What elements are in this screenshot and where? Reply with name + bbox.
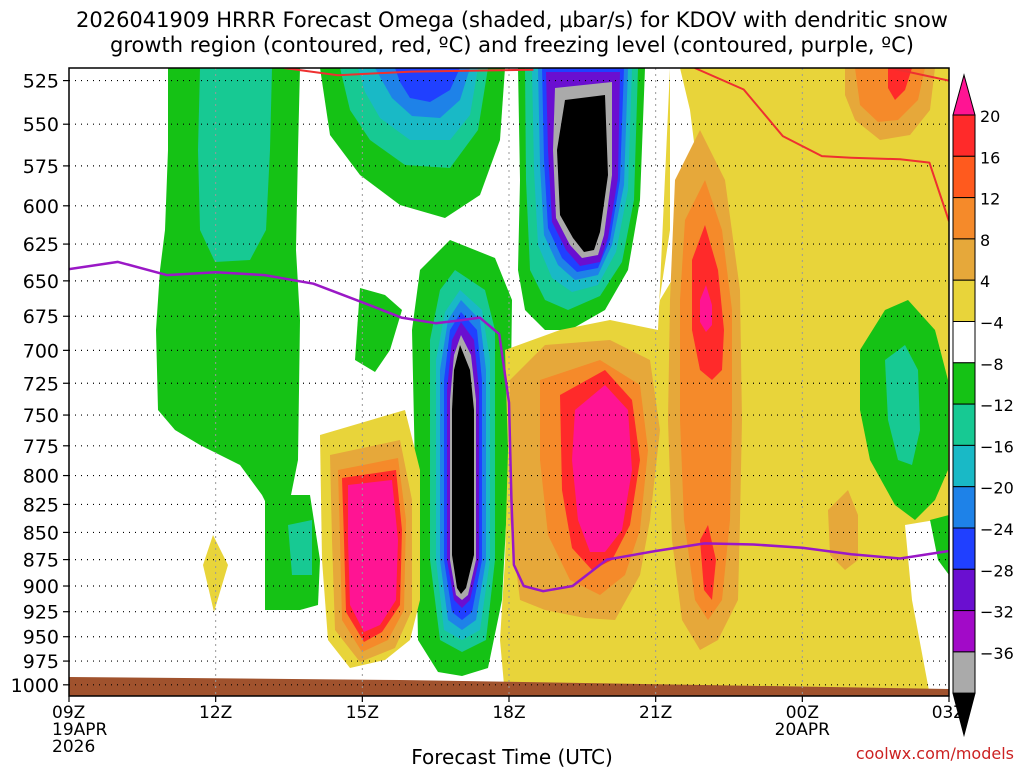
colorbar-label: 8 — [980, 231, 990, 250]
y-tick-label: 775 — [23, 436, 59, 458]
y-tick-label: 800 — [23, 466, 59, 488]
colorbar-segment — [952, 321, 976, 364]
omega-region-neg12-lower — [288, 520, 312, 575]
omega-region-neg8-lowright-redraw — [930, 515, 949, 575]
y-axis: 525 550 575 600 625 650 675 700 725 750 775 800 825 8… — [11, 71, 69, 697]
colorbar-segment — [952, 238, 976, 281]
omega-region-neg12-left — [198, 68, 272, 262]
y-tick-label: 625 — [23, 234, 59, 256]
y-tick-label: 575 — [23, 156, 59, 178]
colorbar-label: −12 — [980, 396, 1014, 415]
colorbar-label: −8 — [980, 355, 1004, 374]
x-tick-label: 09Z — [52, 703, 85, 723]
dgz-contour-lower — [694, 68, 949, 222]
y-tick-label: 925 — [23, 602, 59, 624]
freezing-level-contour — [69, 260, 949, 593]
grid-lines — [69, 68, 949, 696]
colorbar-label: 20 — [980, 107, 1000, 126]
colorbar-segment — [952, 114, 976, 157]
plot-area — [69, 68, 949, 696]
colorbar-segment — [952, 279, 976, 323]
dgz-contour-upper — [283, 68, 534, 77]
x-axis-title: Forecast Time (UTC) — [411, 745, 613, 769]
colorbar-label: −20 — [980, 479, 1014, 498]
colorbar-segment — [952, 527, 976, 570]
x-tick-label: 18Z — [492, 703, 525, 723]
y-tick-label: 675 — [23, 306, 59, 328]
colorbar-label: −24 — [980, 520, 1014, 539]
omega-region-pos20-21z — [700, 285, 712, 332]
colorbar-segment — [952, 403, 976, 446]
omega-region-neg24-top — [395, 68, 460, 102]
colorbar-segment — [952, 568, 976, 612]
y-tick-label: 750 — [23, 405, 59, 427]
dgz-contour-topright — [890, 68, 949, 82]
y-tick-label: 600 — [23, 196, 59, 218]
y-tick-label: 700 — [23, 340, 59, 362]
colorbar-label: −28 — [980, 561, 1014, 580]
colorbar-label: −32 — [980, 603, 1014, 622]
chart-title-line2: growth region (contoured, red, ºC) and f… — [110, 33, 914, 57]
source-credit: coolwx.com/models — [855, 744, 1014, 763]
colorbar-segment — [952, 610, 976, 653]
colorbar-segment — [952, 362, 976, 405]
y-tick-label: 900 — [23, 576, 59, 598]
omega-region-pos16-upright — [888, 68, 912, 100]
colorbar-segment — [952, 197, 976, 240]
omega-region-white-lowright — [905, 520, 949, 696]
colorbar-segment — [952, 651, 976, 694]
colorbar-segment — [952, 155, 976, 199]
colorbar-label: −16 — [980, 437, 1014, 456]
omega-region-pos8-lowright — [828, 490, 858, 570]
y-tick-label: 850 — [23, 522, 59, 544]
y-tick-label: 825 — [23, 494, 59, 516]
colorbar-label: 12 — [980, 190, 1000, 209]
omega-region-neg8-mid — [355, 288, 402, 372]
y-tick-label: 525 — [23, 71, 59, 93]
y-tick-label: 650 — [23, 271, 59, 293]
colorbar-label: 4 — [980, 272, 990, 291]
omega-region-neg36-20z — [557, 95, 608, 252]
x-tick-label: 15Z — [346, 703, 379, 723]
y-tick-label: 1000 — [11, 675, 59, 697]
x-tick-sublabel: 2026 — [52, 737, 95, 757]
contour-lines — [69, 68, 949, 593]
x-tick-label: 21Z — [639, 703, 672, 723]
y-tick-label: 550 — [23, 114, 59, 136]
y-tick-label: 950 — [23, 627, 59, 649]
x-tick-sublabel: 20APR — [775, 720, 831, 740]
colorbar-segment — [952, 444, 976, 488]
colorbar-label: 16 — [980, 148, 1000, 167]
colorbar-top-triangle — [952, 73, 976, 116]
chart-title-line1: 2026041909 HRRR Forecast Omega (shaded, … — [75, 8, 948, 32]
y-tick-label: 725 — [23, 373, 59, 395]
colorbar: 20 16 12 8 4 −4 −8 −12 −16 −20 −24 −28 −32 −36 — [952, 73, 1014, 738]
x-tick-label: 00Z — [786, 703, 819, 723]
omega-region-neg36-18z — [452, 345, 474, 594]
omega-region-neg12-right-redraw — [885, 345, 920, 465]
colorbar-label: −4 — [980, 314, 1004, 333]
omega-region-pos20-center — [572, 385, 632, 552]
x-tick-label: 12Z — [199, 703, 232, 723]
y-tick-label: 875 — [23, 550, 59, 572]
y-tick-label: 975 — [23, 651, 59, 673]
omega-region-pos20-low-left — [348, 480, 398, 632]
colorbar-label: −36 — [980, 644, 1014, 663]
colorbar-segment — [952, 486, 976, 529]
colorbar-bottom-triangle — [952, 692, 976, 738]
x-tick-sublabel: 19APR — [52, 720, 108, 740]
